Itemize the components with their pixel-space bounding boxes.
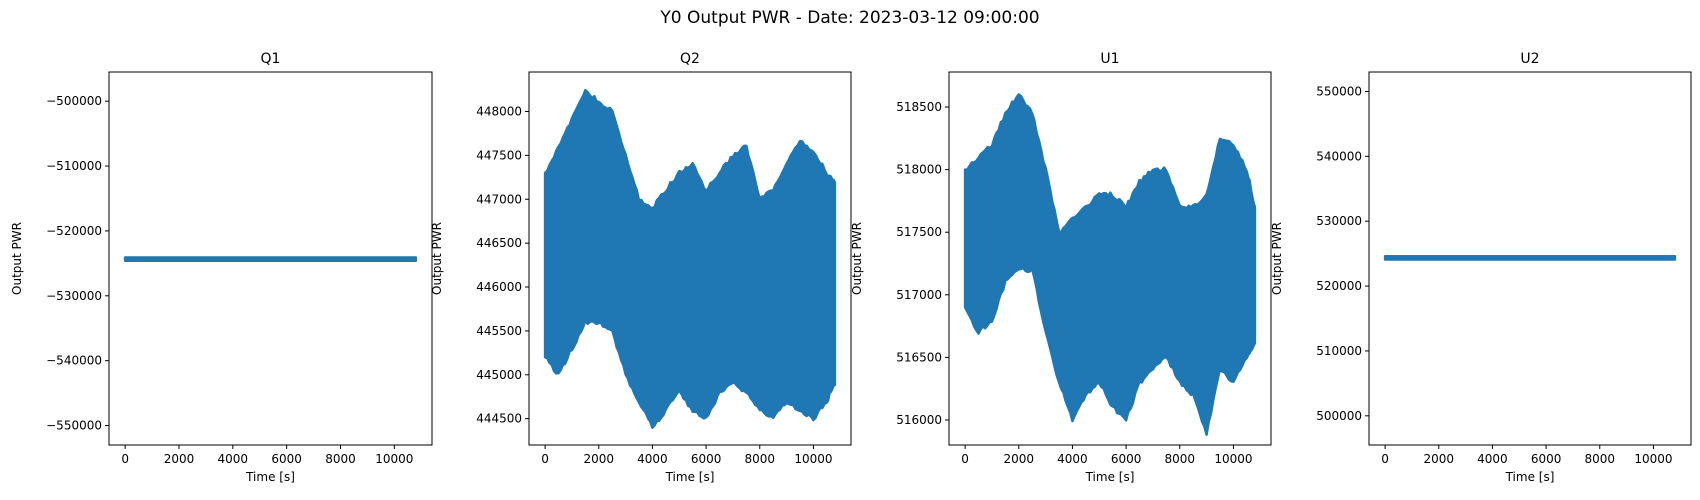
x-tick-label: 8000 [1584,452,1615,466]
subplot-title: Q2 [680,51,700,67]
subplot-u2: 0 2000 4000 6000 8000 10000 500000 510000 520000… [1270,51,1692,484]
subplot-q2: 0 2000 4000 6000 8000 10000 444500 445000 445500… [430,51,852,484]
x-tick-label: 2000 [1423,452,1454,466]
y-tick-label: 517500 [896,225,942,239]
subplot-title: U2 [1520,51,1539,67]
y-tick-label: 550000 [1316,84,1362,98]
y-tick-label: 446500 [476,236,522,250]
x-tick-label: 10000 [1214,452,1252,466]
y-tick-label: −510000 [46,159,102,173]
axes-frame [1368,71,1692,446]
data-band-u2 [1383,254,1677,261]
x-tick-label: 8000 [325,452,356,466]
y-tick-label: 516000 [896,413,942,427]
x-axis-label: Time [s] [245,470,295,484]
x-tick-label: 0 [961,452,969,466]
y-axis-label: Output PWR [850,222,864,295]
x-tick-label: 0 [1381,452,1389,466]
y-tick-label: 447000 [476,192,522,206]
y-tick-label: 445000 [476,368,522,382]
y-axis-label: Output PWR [1270,222,1284,295]
subplot-u1: 0 2000 4000 6000 8000 10000 516000 516500 517000… [850,51,1272,484]
x-tick-label: 4000 [218,452,249,466]
y-tick-label: −520000 [46,224,102,238]
subplot-q1: 0 2000 4000 6000 8000 10000 −550000 −540000 −530… [10,51,433,484]
x-tick-label: 4000 [1057,452,1088,466]
x-tick-label: 10000 [375,452,413,466]
x-tick-label: 6000 [691,452,722,466]
y-tick-label: −530000 [46,289,102,303]
x-tick-label: 10000 [1634,452,1672,466]
x-tick-label: 2000 [1003,452,1034,466]
y-tick-label: 446000 [476,280,522,294]
axes-frame [948,71,1272,446]
x-tick-label: 0 [541,452,549,466]
data-band-q1 [123,256,418,263]
y-tick-label: 530000 [1316,214,1362,228]
axes-frame [528,71,852,446]
y-tick-label: 518000 [896,163,942,177]
x-tick-label: 4000 [637,452,668,466]
y-tick-label: 500000 [1316,409,1362,423]
y-axis-label: Output PWR [430,222,444,295]
y-tick-label: 540000 [1316,149,1362,163]
x-tick-label: 2000 [583,452,614,466]
y-tick-label: 516500 [896,350,942,364]
y-tick-label: 510000 [1316,344,1362,358]
x-tick-label: 8000 [1164,452,1195,466]
x-tick-label: 6000 [1531,452,1562,466]
x-axis-label: Time [s] [1085,470,1135,484]
y-tick-label: 517000 [896,288,942,302]
y-tick-label: 448000 [476,104,522,118]
y-tick-label: −550000 [46,419,102,433]
data-band-u1 [963,93,1257,436]
y-tick-label: 444500 [476,412,522,426]
x-tick-label: 6000 [271,452,302,466]
x-tick-label: 10000 [794,452,832,466]
x-tick-label: 0 [121,452,129,466]
x-tick-label: 6000 [1111,452,1142,466]
y-tick-label: −500000 [46,94,102,108]
subplot-title: Q1 [261,51,281,67]
y-axis-label: Output PWR [10,222,24,295]
x-axis-label: Time [s] [1505,470,1555,484]
x-tick-label: 4000 [1477,452,1508,466]
y-tick-label: 445500 [476,324,522,338]
y-tick-label: 520000 [1316,279,1362,293]
axes-frame [108,71,433,446]
y-tick-label: 518500 [896,100,942,114]
x-tick-label: 2000 [164,452,195,466]
y-tick-label: 447500 [476,148,522,162]
y-tick-label: −540000 [46,354,102,368]
data-band-q2 [543,88,837,429]
subplot-title: U1 [1100,51,1119,67]
x-axis-label: Time [s] [665,470,715,484]
x-tick-label: 8000 [744,452,775,466]
figure-title: Y0 Output PWR - Date: 2023-03-12 09:00:0… [660,8,1040,28]
